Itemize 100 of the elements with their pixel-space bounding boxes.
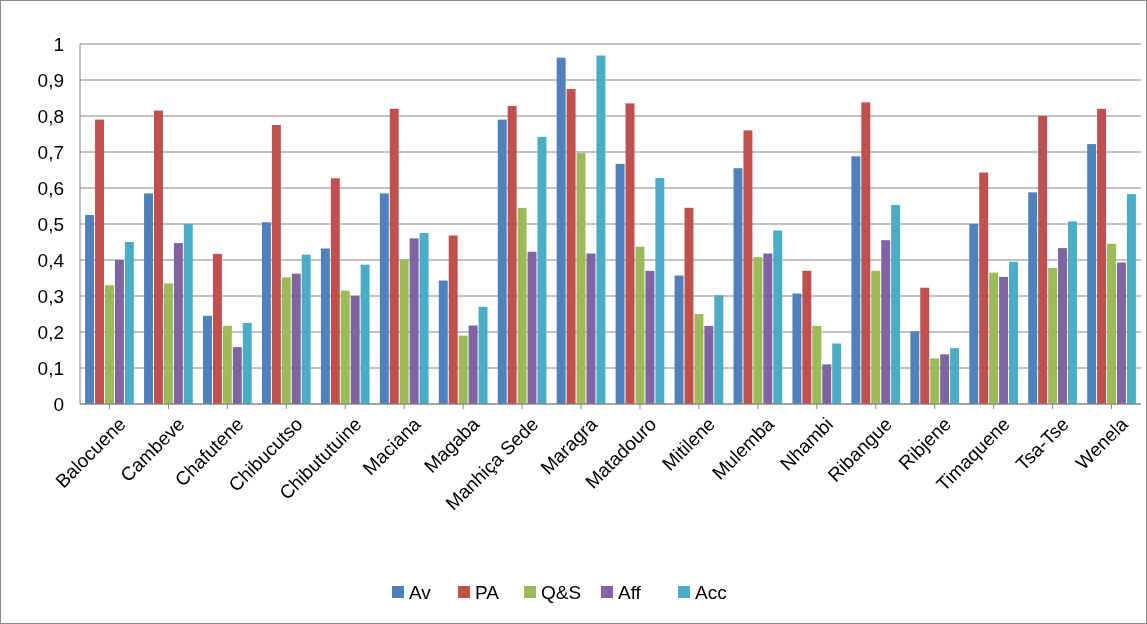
bar bbox=[1116, 262, 1126, 404]
bar bbox=[655, 177, 665, 404]
y-tick-label: 0,9 bbox=[37, 69, 64, 91]
bar bbox=[1126, 194, 1136, 404]
bar bbox=[458, 335, 468, 404]
bar bbox=[596, 55, 606, 404]
bar bbox=[301, 254, 311, 404]
bar bbox=[910, 331, 920, 404]
bar bbox=[105, 285, 114, 404]
bar bbox=[144, 193, 154, 404]
bar bbox=[704, 325, 714, 404]
legend-label: Av bbox=[409, 581, 432, 603]
bar bbox=[714, 295, 724, 404]
bar bbox=[625, 103, 635, 404]
bar bbox=[85, 215, 95, 404]
bar bbox=[674, 275, 684, 404]
bar bbox=[1009, 261, 1018, 404]
bar bbox=[409, 238, 419, 404]
bar bbox=[812, 325, 822, 404]
bar bbox=[242, 323, 252, 404]
bar bbox=[537, 136, 547, 404]
y-tick-label: 0,8 bbox=[37, 105, 64, 127]
bar bbox=[448, 235, 458, 404]
bar bbox=[261, 222, 271, 404]
y-tick-label: 1 bbox=[53, 33, 64, 55]
y-tick-label: 0,7 bbox=[37, 141, 64, 163]
bar bbox=[1048, 267, 1058, 404]
bar bbox=[566, 89, 576, 404]
bar bbox=[556, 57, 566, 404]
bar bbox=[969, 224, 979, 404]
bar bbox=[930, 358, 940, 404]
bar bbox=[576, 153, 586, 404]
bar bbox=[379, 193, 389, 404]
bar bbox=[851, 156, 861, 404]
bar bbox=[1107, 243, 1116, 404]
bar bbox=[832, 343, 842, 404]
bar bbox=[861, 102, 871, 404]
bar bbox=[232, 347, 242, 404]
bar bbox=[1097, 108, 1107, 404]
bar bbox=[989, 272, 999, 404]
bar bbox=[1038, 116, 1048, 404]
bar bbox=[154, 110, 163, 404]
legend-label: Acc bbox=[695, 581, 727, 603]
y-tick-label: 0,3 bbox=[37, 285, 64, 307]
bar bbox=[438, 280, 448, 404]
bar bbox=[360, 264, 370, 404]
bar bbox=[389, 108, 399, 404]
bar bbox=[468, 325, 478, 404]
legend-label: Aff bbox=[618, 581, 642, 603]
bar bbox=[940, 354, 950, 404]
bar bbox=[891, 204, 901, 404]
bar bbox=[645, 270, 655, 404]
bar bbox=[183, 224, 193, 404]
bar bbox=[694, 314, 704, 404]
bar bbox=[1058, 248, 1067, 404]
bar bbox=[320, 248, 330, 404]
bar bbox=[212, 253, 222, 404]
bar bbox=[330, 178, 340, 404]
y-tick-label: 0,1 bbox=[37, 357, 64, 379]
bar bbox=[507, 105, 517, 404]
bar bbox=[203, 315, 212, 404]
y-tick-label: 0,4 bbox=[37, 249, 65, 271]
bar bbox=[871, 270, 881, 404]
bar bbox=[743, 130, 753, 404]
bar bbox=[419, 233, 429, 404]
bar bbox=[1067, 221, 1077, 404]
bar bbox=[222, 325, 232, 404]
bar bbox=[881, 240, 891, 404]
bar bbox=[753, 257, 763, 404]
bar bbox=[173, 243, 183, 404]
bar bbox=[773, 230, 783, 404]
bar bbox=[281, 277, 291, 404]
bar bbox=[950, 348, 960, 404]
legend-label: Q&S bbox=[541, 581, 582, 603]
y-tick-label: 0,6 bbox=[37, 177, 64, 199]
bar bbox=[802, 270, 812, 404]
bar bbox=[1087, 144, 1097, 404]
bar bbox=[163, 283, 173, 404]
bar bbox=[1028, 192, 1038, 404]
y-tick-label: 0 bbox=[53, 393, 64, 415]
bar bbox=[114, 260, 124, 404]
bar bbox=[979, 172, 989, 404]
bar bbox=[763, 253, 773, 404]
bar bbox=[586, 253, 596, 404]
bar bbox=[95, 119, 105, 404]
y-tick-label: 0,2 bbox=[37, 321, 64, 343]
bar bbox=[792, 293, 802, 404]
bar bbox=[291, 273, 301, 404]
bar bbox=[822, 364, 832, 404]
bar bbox=[271, 125, 281, 404]
bar bbox=[340, 290, 350, 404]
bar bbox=[497, 119, 507, 404]
y-tick-label: 0,5 bbox=[37, 213, 64, 235]
bar bbox=[635, 246, 645, 404]
bar bbox=[999, 276, 1009, 404]
bar bbox=[920, 287, 930, 404]
bar bbox=[399, 259, 409, 404]
legend-label: PA bbox=[475, 581, 500, 603]
bar bbox=[615, 163, 625, 404]
bar bbox=[350, 296, 360, 404]
